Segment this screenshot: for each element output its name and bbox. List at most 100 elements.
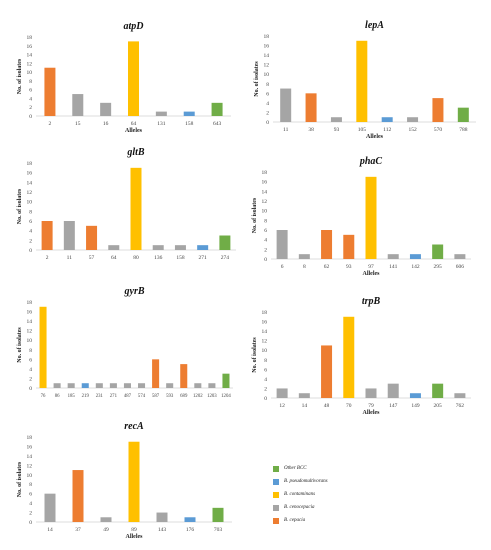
bar-allele-152 [407, 117, 419, 122]
y-tick-label: 8 [29, 348, 32, 354]
x-tick-label: 1202 [193, 394, 203, 399]
y-tick-label: 16 [27, 444, 33, 450]
y-tick-label: 6 [264, 228, 267, 234]
x-tick-label: 62 [324, 264, 330, 270]
bar-allele-606 [454, 254, 466, 259]
x-tick-label: 79 [368, 403, 374, 409]
y-tick-label: 18 [27, 435, 33, 441]
y-tick-label: 4 [264, 377, 267, 383]
x-axis-label: Alleles [126, 534, 144, 540]
legend-label-b-contaminans: B. contaminans [284, 492, 316, 497]
y-tick-label: 8 [264, 358, 267, 364]
bar-allele-11 [280, 88, 292, 122]
y-tick-label: 10 [264, 72, 270, 78]
legend-label-b-cenocepacia: B. cenocepacia [284, 505, 315, 510]
chart-title: lepA [365, 20, 384, 31]
bar-allele-112 [381, 117, 393, 122]
chart-title: atpD [124, 21, 144, 32]
y-tick-label: 16 [27, 44, 33, 50]
y-tick-label: 18 [27, 35, 33, 41]
x-tick-label: 762 [456, 403, 465, 409]
bar-allele-2 [44, 67, 56, 116]
bar-allele-149 [409, 393, 421, 398]
y-tick-label: 8 [29, 79, 32, 85]
y-tick-label: 0 [29, 114, 32, 120]
y-tick-label: 14 [27, 53, 33, 59]
y-tick-label: 14 [27, 319, 33, 325]
bar-allele-1204 [222, 373, 230, 388]
bar-allele-689 [180, 364, 188, 388]
bar-allele-487 [123, 383, 131, 388]
legend-swatch-b-cenocepacia [273, 504, 279, 511]
y-tick-label: 10 [27, 70, 33, 76]
bar-allele-8 [298, 254, 310, 259]
x-tick-label: 142 [411, 264, 420, 270]
x-tick-label: 57 [89, 255, 95, 261]
legend-item-b-cepacia: B. cepacia [273, 514, 483, 527]
bar-allele-2 [41, 221, 53, 250]
legend-item-other-bcc: Other BCC [273, 462, 483, 475]
y-tick-label: 0 [29, 520, 32, 526]
bar-allele-295 [432, 244, 444, 259]
y-tick-label: 10 [27, 200, 33, 206]
bar-allele-176 [184, 517, 196, 522]
bar-allele-89 [128, 441, 140, 522]
x-tick-label: 136 [154, 255, 163, 261]
bar-allele-12 [276, 388, 288, 398]
x-tick-label: 2 [49, 121, 52, 127]
x-tick-label: 689 [180, 394, 188, 399]
y-tick-label: 8 [29, 482, 32, 488]
y-axis-label: No. of isolates [252, 197, 258, 233]
y-axis-label: No. of isolates [17, 461, 23, 497]
chart-panel-lepa: lepA 0 2 4 6 8 10 12 14 16 18 No. of isolates 11 38 93… [254, 20, 476, 140]
bar-allele-158 [174, 245, 186, 250]
bar-allele-788 [457, 107, 469, 122]
bar-allele-587 [152, 359, 160, 388]
x-tick-label: 70 [346, 403, 352, 409]
x-tick-label: 185 [68, 394, 76, 399]
x-tick-label: 141 [389, 264, 398, 270]
bar-allele-185 [67, 383, 75, 388]
y-tick-label: 12 [27, 190, 33, 196]
x-tick-label: 14 [47, 527, 53, 533]
x-tick-label: 231 [96, 394, 104, 399]
bar-allele-105 [356, 40, 368, 122]
bar-allele-48 [321, 345, 333, 398]
bar-allele-97 [365, 176, 377, 259]
y-tick-label: 12 [27, 329, 33, 335]
x-tick-label: 643 [213, 121, 222, 127]
bar-allele-64 [128, 41, 139, 117]
y-tick-label: 16 [27, 310, 33, 316]
x-tick-label: 149 [411, 403, 420, 409]
legend-label-b-cepacia: B. cepacia [284, 518, 306, 523]
bar-allele-93 [343, 234, 355, 259]
x-tick-label: 105 [358, 127, 367, 133]
y-tick-label: 16 [27, 171, 33, 177]
bar-allele-49 [100, 517, 112, 522]
x-tick-label: 48 [324, 403, 330, 409]
bar-allele-643 [211, 102, 223, 116]
y-tick-label: 18 [27, 300, 33, 306]
x-axis-label: Alleles [366, 134, 384, 140]
y-axis-label: No. of isolates [17, 188, 23, 224]
bar-allele-271 [197, 245, 209, 250]
y-tick-label: 4 [264, 238, 267, 244]
bar-allele-16 [100, 102, 112, 116]
chart-title: gltB [126, 147, 145, 158]
bar-allele-574 [138, 383, 146, 388]
x-tick-label: 147 [389, 403, 398, 409]
chart-title: gyrB [124, 286, 145, 297]
y-tick-label: 18 [27, 161, 33, 167]
y-tick-label: 4 [29, 501, 32, 507]
y-tick-label: 6 [29, 357, 32, 363]
x-tick-label: 176 [186, 527, 195, 533]
bar-allele-136 [152, 245, 164, 250]
y-tick-label: 0 [29, 386, 32, 392]
chart-title: recA [124, 421, 144, 432]
x-tick-label: 16 [103, 121, 109, 127]
x-tick-label: 38 [308, 127, 314, 133]
y-tick-label: 10 [262, 209, 268, 215]
x-tick-label: 158 [176, 255, 185, 261]
y-tick-label: 2 [29, 105, 32, 111]
